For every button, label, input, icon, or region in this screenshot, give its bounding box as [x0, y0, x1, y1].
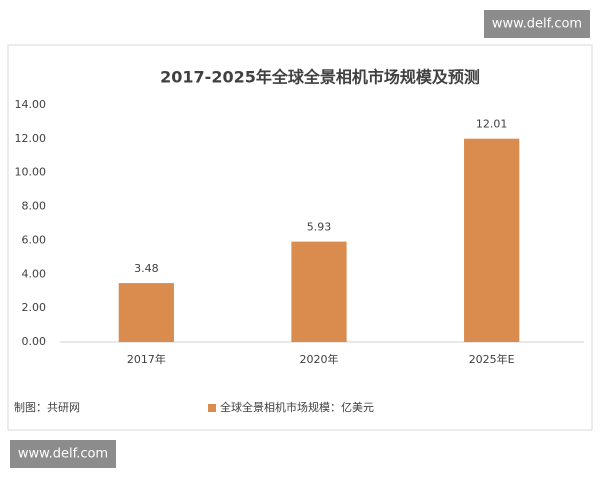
data-label: 5.93: [307, 221, 332, 234]
y-tick-label: 12.00: [15, 132, 47, 145]
y-tick-label: 8.00: [22, 200, 47, 213]
y-tick-label: 14.00: [15, 98, 47, 111]
watermark-box: [10, 440, 116, 468]
bar: [291, 241, 347, 342]
watermark: www.delf.com: [492, 17, 582, 32]
watermark-box: [484, 10, 590, 38]
legend-swatch: [208, 404, 216, 412]
x-tick-label: 2020年: [300, 352, 339, 366]
y-tick-label: 4.00: [22, 267, 47, 280]
data-label: 12.01: [476, 118, 508, 131]
y-tick-label: 0.00: [22, 335, 47, 348]
chart-title: 2017-2025年全球全景相机市场规模及预测: [160, 68, 480, 87]
y-tick-label: 2.00: [22, 301, 47, 314]
legend-label: 全球全景相机市场规模：亿美元: [220, 400, 374, 414]
bar: [464, 138, 520, 342]
bar: [118, 283, 174, 342]
source-note: 制图：共研网: [14, 401, 80, 414]
data-label: 3.48: [134, 262, 159, 275]
x-tick-label: 2017年: [127, 352, 166, 366]
x-tick-label: 2025年E: [469, 352, 515, 366]
y-tick-label: 10.00: [15, 166, 47, 179]
y-tick-label: 6.00: [22, 233, 47, 246]
watermark: www.delf.com: [18, 447, 108, 462]
